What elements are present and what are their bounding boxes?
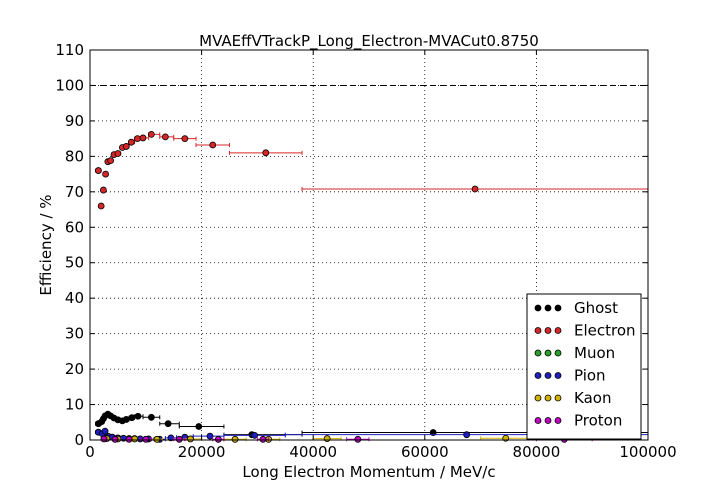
legend-marker — [544, 417, 552, 424]
legend-item-electron: Electron — [534, 322, 636, 340]
y-axis-title: Efficiency / % — [37, 194, 55, 295]
plot-frame — [89, 49, 649, 441]
y-tick-label: 20 — [65, 360, 84, 378]
legend-marker — [544, 304, 552, 312]
data-point — [107, 157, 115, 165]
legend-item-ghost: Ghost — [534, 299, 618, 317]
data-point — [187, 435, 194, 443]
data-point — [114, 150, 122, 157]
legend-marker — [554, 349, 562, 357]
x-tick-label: 100000 — [619, 443, 676, 461]
y-tick-label: 30 — [65, 325, 84, 343]
y-tick-label: 80 — [65, 147, 84, 165]
data-point — [161, 133, 169, 141]
legend-marker — [534, 349, 542, 357]
data-point — [471, 185, 479, 193]
legend-marker — [534, 304, 542, 312]
axis-ticks: 0 20000 40000 60000 80000 100000 0 10 20 30 40 50 60… — [55, 41, 676, 461]
legend-marker — [554, 417, 562, 424]
y-tick-label: 70 — [65, 183, 84, 201]
data-point — [262, 149, 270, 157]
data-point — [323, 435, 331, 442]
data-point — [139, 134, 147, 142]
data-point — [134, 135, 141, 143]
y-tick-label: 60 — [65, 218, 84, 236]
data-point — [181, 135, 189, 143]
data-point — [128, 414, 136, 422]
series-electron — [94, 130, 649, 210]
legend-label: Muon — [574, 344, 615, 362]
data-point — [209, 141, 217, 149]
data-point — [354, 435, 362, 443]
data-point — [122, 416, 130, 423]
data-point — [111, 435, 119, 443]
y-tick-label: 110 — [55, 41, 84, 59]
data-point — [214, 435, 222, 443]
legend-marker — [534, 327, 542, 334]
data-point — [195, 423, 203, 430]
legend-label: Electron — [574, 322, 636, 340]
legend: Ghost Electron Muon Pion Kaon Proton — [526, 293, 642, 440]
data-point — [142, 435, 150, 443]
data-point — [463, 431, 471, 439]
series-ghost — [94, 410, 649, 439]
data-point — [429, 429, 437, 436]
x-tick-label: 20000 — [178, 443, 226, 461]
data-point — [101, 427, 109, 435]
y-tick-label: 10 — [65, 396, 84, 414]
data-point — [97, 202, 105, 210]
legend-box — [526, 293, 642, 440]
legend-label: Pion — [574, 367, 606, 385]
data-point — [100, 435, 108, 443]
x-tick-label: 0 — [85, 443, 95, 461]
data-point — [134, 412, 142, 420]
data-point — [125, 435, 133, 443]
data-point — [251, 431, 259, 439]
legend-marker — [534, 394, 542, 402]
data-point — [99, 186, 107, 194]
legend-item-muon: Muon — [534, 344, 615, 362]
legend-item-kaon: Kaon — [534, 389, 611, 407]
legend-label: Ghost — [574, 299, 618, 317]
legend-marker — [544, 394, 552, 402]
data-point — [127, 138, 135, 146]
legend-marker — [554, 372, 562, 379]
data-point — [94, 167, 102, 174]
data-point — [147, 413, 155, 421]
data-point — [102, 170, 110, 178]
legend-marker — [544, 372, 552, 379]
data-point — [259, 435, 267, 443]
y-tick-label: 100 — [55, 76, 84, 94]
data-point — [122, 143, 130, 150]
data-point — [175, 435, 183, 443]
legend-label: Proton — [574, 412, 622, 430]
legend-marker — [544, 327, 552, 334]
legend-label: Kaon — [574, 389, 611, 407]
x-tick-label: 40000 — [289, 443, 337, 461]
data-point — [153, 435, 161, 443]
legend-marker — [544, 349, 552, 357]
data-point — [131, 435, 139, 443]
x-tick-label: 80000 — [513, 443, 561, 461]
x-tick-label: 60000 — [401, 443, 449, 461]
data-point — [231, 435, 239, 443]
legend-item-pion: Pion — [534, 367, 606, 385]
data-point — [206, 432, 214, 440]
legend-marker — [554, 304, 562, 312]
data-point — [164, 420, 172, 428]
legend-item-proton: Proton — [534, 412, 622, 430]
legend-marker — [534, 372, 542, 379]
y-tick-label: 40 — [65, 289, 84, 307]
x-axis-title: Long Electron Momentum / MeV/c — [242, 463, 495, 481]
data-point — [147, 130, 155, 138]
y-tick-label: 0 — [74, 431, 84, 449]
legend-marker — [534, 417, 542, 424]
chart-title: MVAEffVTrackP_Long_Electron-MVACut0.8750 — [199, 32, 539, 51]
y-tick-label: 50 — [65, 254, 84, 272]
y-tick-label: 90 — [65, 112, 84, 130]
legend-marker — [554, 327, 562, 334]
legend-marker — [554, 394, 562, 402]
